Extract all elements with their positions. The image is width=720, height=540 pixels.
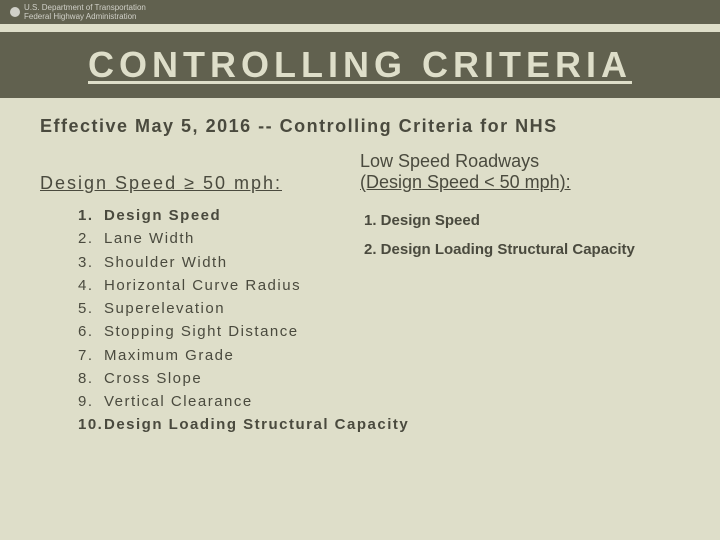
agency-line2: Federal Highway Administration xyxy=(24,12,137,21)
right-heading: Low Speed Roadways (Design Speed < 50 mp… xyxy=(360,151,680,193)
list-item: 3.Shoulder Width xyxy=(78,251,350,274)
right-heading-line2: (Design Speed < 50 mph): xyxy=(360,172,571,192)
right-heading-line1: Low Speed Roadways xyxy=(360,151,539,171)
slide: U.S. Department of Transportation Federa… xyxy=(0,0,720,540)
left-list: 1.Design Speed 2.Lane Width 3.Shoulder W… xyxy=(40,204,350,413)
agency-logo: U.S. Department of Transportation Federa… xyxy=(10,3,146,21)
effective-date: Effective May 5, 2016 -- Controlling Cri… xyxy=(40,116,680,137)
list-item: 6.Stopping Sight Distance xyxy=(78,320,350,343)
list-item: 8.Cross Slope xyxy=(78,367,350,390)
list-item: 2. Design Loading Structural Capacity xyxy=(364,236,680,265)
right-list: 1. Design Speed 2. Design Loading Struct… xyxy=(360,203,680,264)
list-item: 2.Lane Width xyxy=(78,227,350,250)
columns: Design Speed ≥ 50 mph: 1.Design Speed 2.… xyxy=(40,151,680,413)
list-item: 1.Design Speed xyxy=(78,204,350,227)
list-item-wide: 10.Design Loading Structural Capacity xyxy=(40,413,680,436)
list-item: 1. Design Speed xyxy=(364,207,680,236)
title-band: CONTROLLING CRITERIA xyxy=(0,32,720,98)
list-item: 5.Superelevation xyxy=(78,297,350,320)
page-title: CONTROLLING CRITERIA xyxy=(88,44,632,85)
agency-line1: U.S. Department of Transportation xyxy=(24,3,146,12)
list-item: 9.Vertical Clearance xyxy=(78,390,350,413)
header-bar: U.S. Department of Transportation Federa… xyxy=(0,0,720,24)
right-column: Low Speed Roadways (Design Speed < 50 mp… xyxy=(360,151,680,413)
content-area: Effective May 5, 2016 -- Controlling Cri… xyxy=(0,98,720,437)
list-item: 7.Maximum Grade xyxy=(78,344,350,367)
left-heading: Design Speed ≥ 50 mph: xyxy=(40,173,350,194)
left-column: Design Speed ≥ 50 mph: 1.Design Speed 2.… xyxy=(40,151,350,413)
list-item: 4.Horizontal Curve Radius xyxy=(78,274,350,297)
logo-icon xyxy=(10,7,20,17)
